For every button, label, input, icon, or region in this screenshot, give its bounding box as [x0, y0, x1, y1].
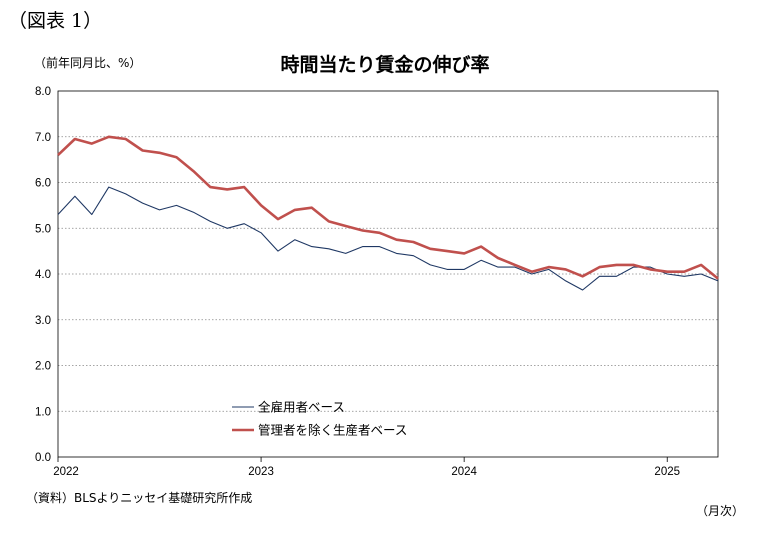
x-axis-ticks: 2022 2023 2024 2025 — [53, 457, 680, 478]
y-unit-label: （前年同月比、%） — [34, 56, 142, 70]
x-tick-label: 2023 — [248, 466, 274, 478]
plot-area — [57, 90, 719, 458]
y-tick-label: 6.0 — [35, 178, 51, 190]
x-unit-label: （月次） — [696, 504, 745, 518]
x-tick-label: 2025 — [654, 466, 680, 478]
y-tick-label: 3.0 — [35, 315, 51, 327]
x-tick-label: 2024 — [451, 466, 477, 478]
y-tick-label: 0.0 — [35, 452, 51, 464]
grid-lines — [58, 136, 718, 412]
y-tick-label: 4.0 — [35, 269, 51, 281]
y-tick-label: 8.0 — [35, 86, 51, 98]
y-axis-ticks: 0.0 1.0 2.0 3.0 4.0 5.0 6.0 7.0 8.0 — [35, 86, 51, 464]
chart-title: 時間当たり賃金の伸び率 — [280, 54, 490, 76]
y-tick-label: 5.0 — [35, 223, 51, 235]
x-tick-label: 2022 — [53, 466, 79, 478]
y-tick-label: 1.0 — [35, 406, 51, 418]
figure-label: （図表 1） — [8, 10, 103, 32]
series-line-1 — [57, 186, 719, 291]
y-tick-label: 7.0 — [35, 132, 51, 144]
series-lines — [57, 135, 719, 291]
legend-label: 管理者を除く生産者ベース — [258, 423, 407, 438]
y-tick-label: 2.0 — [35, 361, 51, 373]
legend-label: 全雇用者ベース — [258, 400, 345, 415]
source-note: （資料）BLSよりニッセイ基礎研究所作成 — [26, 491, 253, 505]
series-line-2 — [57, 135, 719, 280]
